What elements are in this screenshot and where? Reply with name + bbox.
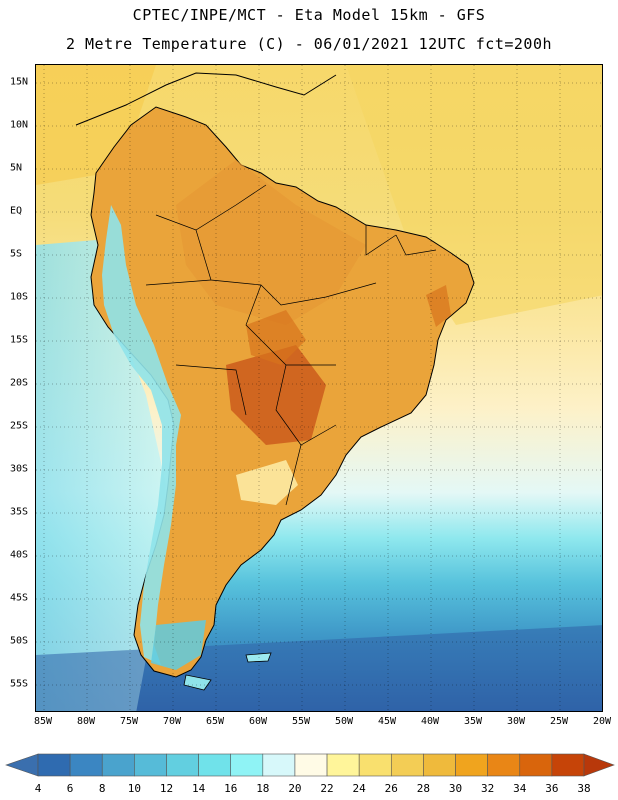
temperature-colorbar [5, 753, 615, 777]
lon-label: 75W [119, 716, 139, 727]
lon-label: 85W [33, 716, 53, 727]
lat-label: EQ [10, 205, 23, 217]
lat-label: 5N [10, 162, 23, 174]
lat-label: 35S [10, 506, 29, 518]
amazon-warm-zone [176, 160, 366, 325]
lon-label: 55W [291, 716, 311, 727]
lat-label: 30S [10, 463, 29, 475]
colorbar-label: 24 [352, 782, 366, 795]
lon-label: 35W [463, 716, 483, 727]
hot-spot-northeast [426, 285, 451, 327]
lat-label: 40S [10, 549, 29, 561]
colorbar-segment [69, 753, 103, 777]
temperature-map [35, 64, 603, 712]
colorbar-segment [37, 753, 71, 777]
colorbar-label: 34 [513, 782, 527, 795]
lon-label: 80W [76, 716, 96, 727]
lat-label: 25S [10, 420, 29, 432]
lon-label: 60W [248, 716, 268, 727]
hot-spot-paraguay [226, 345, 326, 445]
colorbar-label: 22 [320, 782, 334, 795]
colorbar-label: 12 [159, 782, 174, 795]
lat-label: 20S [10, 377, 29, 389]
lat-label: 55S [10, 678, 29, 690]
map-title: CPTEC/INPE/MCT - Eta Model 15km - GFS [132, 6, 486, 24]
lon-label: 50W [334, 716, 354, 727]
uruguay-zone [236, 460, 298, 505]
atlantic-warm-zone [346, 65, 602, 325]
colorbar-segment [166, 753, 199, 777]
lon-label: 65W [205, 716, 225, 727]
lon-label: 25W [549, 716, 569, 727]
colorbar-label: 16 [224, 782, 238, 795]
andes-cold-zone [102, 205, 181, 665]
lat-label: 10S [10, 291, 29, 303]
colorbar-label: 38 [577, 782, 591, 795]
colorbar-segment [134, 753, 167, 777]
colorbar-label: 30 [448, 782, 463, 795]
colorbar-label: 28 [416, 782, 431, 795]
hot-spot-central [246, 310, 306, 365]
caribbean-zone [36, 65, 156, 185]
lon-label: 30W [506, 716, 526, 727]
patagonia-cold-zone [151, 620, 206, 670]
lon-label: 20W [592, 716, 612, 727]
lon-label: 45W [377, 716, 397, 727]
tierra-del-fuego [183, 674, 212, 691]
colorbar-low-arrow [5, 753, 39, 777]
southern-ocean-zone [36, 625, 602, 711]
colorbar-segment [390, 753, 424, 777]
falkland-islands [245, 652, 272, 663]
lon-label: 70W [162, 716, 182, 727]
colorbar-segment [551, 753, 585, 777]
lat-label: 50S [10, 635, 29, 647]
colorbar-segment [487, 753, 521, 777]
colorbar-segment [230, 753, 264, 777]
lat-label: 10N [10, 119, 29, 131]
map-subtitle: 2 Metre Temperature (C) - 06/01/2021 12U… [65, 35, 553, 53]
colorbar-high-arrow [583, 753, 615, 777]
colorbar-label: 10 [127, 782, 141, 795]
lat-label: 45S [10, 592, 29, 604]
colorbar-segment [358, 753, 392, 777]
lon-label: 40W [420, 716, 440, 727]
colorbar-segment [198, 753, 232, 777]
colorbar-label: 4 [34, 782, 42, 795]
colorbar-label: 14 [191, 782, 206, 795]
colorbar-label: 6 [66, 782, 74, 795]
colorbar-label: 32 [481, 782, 495, 795]
map-canvas [36, 65, 602, 711]
colorbar-segment [455, 753, 488, 777]
colorbar-label: 26 [384, 782, 398, 795]
lat-label: 15S [10, 334, 29, 346]
colorbar-label: 20 [288, 782, 302, 795]
pacific-cool-zone [36, 240, 166, 711]
lat-label: 5S [10, 248, 23, 260]
colorbar-label: 36 [545, 782, 559, 795]
lat-label: 15N [10, 76, 29, 88]
colorbar-label: 18 [256, 782, 270, 795]
colorbar-segment [294, 753, 328, 777]
map-gridlines [36, 65, 602, 711]
colorbar-segment [423, 753, 456, 777]
colorbar-segment [262, 753, 296, 777]
colorbar-segment [519, 753, 553, 777]
colorbar-segment [326, 753, 360, 777]
colorbar-segment [101, 753, 135, 777]
colorbar-label: 8 [98, 782, 106, 795]
